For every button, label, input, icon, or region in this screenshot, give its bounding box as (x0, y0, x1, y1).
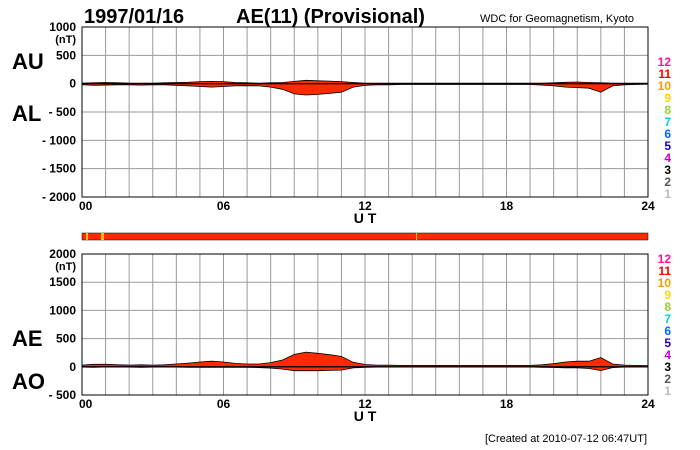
panel1-label-al: AL (12, 101, 41, 126)
coverage-gap-mark (101, 233, 104, 240)
coverage-bar (81, 232, 649, 241)
panel1-label-au: AU (12, 49, 44, 74)
y-tick-label: 1000 (49, 303, 76, 317)
series-area-al (81, 83, 649, 96)
y-unit-label: (nT) (55, 34, 76, 46)
y-unit-label: (nT) (55, 261, 76, 273)
x-tick-label: 18 (500, 199, 514, 213)
x-axis-label: U T (354, 210, 377, 226)
x-tick-label: 24 (641, 199, 655, 213)
x-tick-label: 24 (641, 397, 655, 411)
station-count-label: 12 (658, 252, 672, 266)
x-axis-label: U T (354, 408, 377, 424)
y-tick-label: 0 (69, 360, 76, 374)
y-tick-label: 0 (69, 77, 76, 91)
x-tick-label: 12 (358, 397, 372, 411)
chart-date: 1997/01/16 (84, 6, 184, 28)
plot-frame (81, 253, 649, 396)
station-count-label: 9 (664, 91, 671, 105)
station-count-label: 5 (664, 139, 671, 153)
y-tick-label: - 500 (49, 105, 77, 119)
x-tick-label: 06 (217, 199, 231, 213)
x-tick-label: 18 (500, 397, 514, 411)
station-count-label: 4 (664, 348, 671, 362)
y-tick-label: 500 (56, 48, 76, 62)
station-count-label: 11 (658, 264, 671, 278)
station-count-label: 3 (664, 163, 671, 177)
station-count-label: 9 (664, 288, 671, 302)
station-count-label: 6 (664, 127, 671, 141)
station-count-label: 1 (664, 384, 671, 398)
station-count-label: 5 (664, 336, 671, 350)
y-tick-label: 1000 (49, 20, 76, 34)
station-count-label: 12 (658, 55, 672, 69)
y-tick-label: 2000 (49, 247, 76, 261)
station-count-label: 2 (664, 372, 671, 386)
station-count-label: 3 (664, 360, 671, 374)
y-tick-label: 500 (56, 332, 76, 346)
station-count-label: 10 (658, 79, 672, 93)
coverage-gap-mark (416, 233, 417, 240)
coverage-gap-mark (86, 233, 88, 240)
x-tick-label: 00 (79, 199, 93, 213)
chart-source: WDC for Geomagnetism, Kyoto (480, 13, 634, 25)
created-timestamp: [Created at 2010-07-12 06:47UT] (485, 433, 647, 445)
au-al-panel: 1000 500 0 - 500 - 1000 - 1500 - 2000 (nT) 00 06 1… (42, 20, 671, 226)
station-count-label: 1 (664, 187, 671, 201)
x-tick-label: 00 (79, 397, 93, 411)
y-tick-label: - 500 (49, 388, 77, 402)
station-count-label: 8 (664, 300, 671, 314)
station-count-label: 10 (658, 276, 672, 290)
x-tick-label: 12 (358, 199, 372, 213)
x-tick-label: 06 (217, 397, 231, 411)
station-count-label: 7 (664, 115, 671, 129)
station-count-label: 6 (664, 324, 671, 338)
station-count-label: 7 (664, 312, 671, 326)
y-tick-label: 1500 (49, 275, 76, 289)
station-count-label: 2 (664, 175, 671, 189)
station-count-label: 4 (664, 151, 671, 165)
data-coverage-bar (81, 232, 649, 241)
panel2-label-ae: AE (12, 326, 43, 351)
y-tick-label: - 1000 (42, 133, 76, 147)
plot-frame (81, 26, 649, 198)
station-count-label: 11 (658, 67, 671, 81)
y-tick-label: - 2000 (42, 190, 76, 204)
chart-title: AE(11) (Provisional) (236, 6, 425, 28)
series-area-ae (81, 351, 649, 368)
panel2-label-ao: AO (12, 369, 45, 394)
station-count-label: 8 (664, 103, 671, 117)
y-tick-label: - 1500 (42, 162, 76, 176)
